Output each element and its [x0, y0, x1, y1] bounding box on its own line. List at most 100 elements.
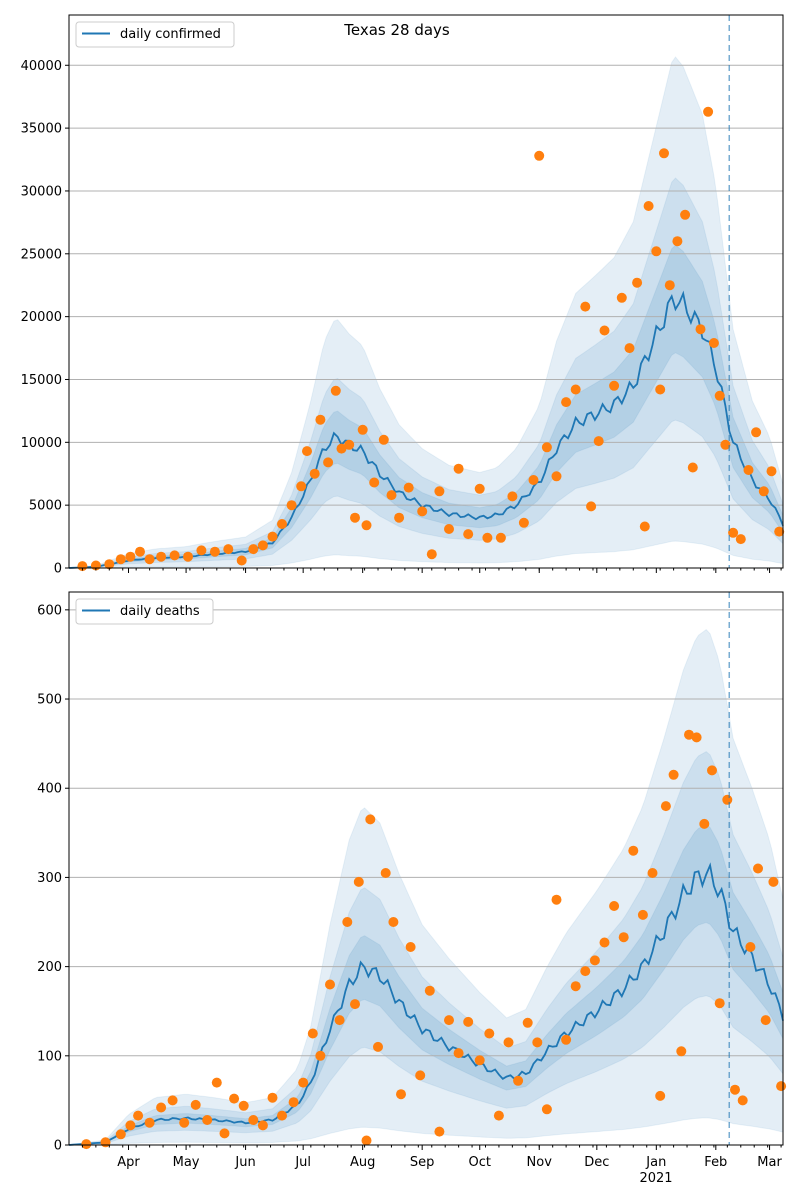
y-tick-label: 600 — [37, 603, 62, 618]
data-point — [144, 554, 155, 565]
data-point — [728, 527, 739, 538]
x-tick-label: Apr — [117, 1155, 140, 1170]
data-point — [651, 246, 662, 257]
data-point — [378, 434, 389, 445]
data-point — [373, 1041, 383, 1052]
data-point — [774, 526, 785, 537]
data-point — [444, 1015, 454, 1026]
legend-box — [75, 21, 235, 48]
data-point — [503, 1037, 514, 1048]
data-point — [302, 446, 312, 457]
data-point — [77, 561, 88, 572]
data-point — [586, 501, 597, 512]
data-point — [463, 529, 474, 540]
y-tick-label: 30000 — [21, 184, 62, 199]
y-tick-label: 25000 — [21, 247, 62, 262]
data-point — [720, 439, 731, 450]
data-point — [753, 863, 763, 874]
data-point — [699, 818, 710, 829]
data-point — [81, 1139, 92, 1150]
data-point — [609, 901, 620, 911]
x-tick-label: May — [173, 1155, 200, 1170]
data-point — [336, 443, 347, 454]
data-point — [599, 937, 610, 948]
panel-confirmed: 0 5000 10000 15000 20000 25000 30000 35000 40000… — [21, 14, 785, 577]
y-tick-label: 35000 — [21, 122, 62, 137]
data-point — [396, 1089, 406, 1100]
data-point — [236, 555, 247, 566]
data-point — [434, 1126, 445, 1137]
data-point — [434, 486, 445, 497]
data-point — [179, 1117, 190, 1128]
data-point — [474, 1055, 485, 1066]
legend-label: daily confirmed — [120, 27, 221, 42]
data-point — [288, 1097, 299, 1108]
data-point — [426, 549, 437, 560]
data-point — [267, 531, 278, 542]
x-year-label: 2021 — [639, 1171, 672, 1186]
data-point — [365, 814, 376, 825]
data-point — [618, 932, 629, 943]
data-point — [453, 1048, 464, 1059]
data-point — [350, 512, 360, 523]
data-point — [541, 1104, 552, 1115]
data-point — [703, 106, 714, 117]
data-point — [687, 462, 698, 473]
x-tick-label: Jan — [645, 1155, 666, 1170]
data-point — [350, 999, 360, 1010]
legend-label: daily deaths — [120, 604, 200, 619]
data-point — [735, 534, 746, 545]
data-point — [405, 942, 416, 952]
data-point — [482, 532, 493, 543]
data-point — [394, 512, 405, 523]
data-point — [125, 551, 136, 562]
axes-frame — [68, 591, 784, 1146]
data-point — [257, 1120, 268, 1131]
data-point — [342, 917, 353, 927]
data-point — [528, 475, 539, 485]
data-point — [315, 1050, 326, 1061]
data-point — [115, 554, 126, 565]
legend: daily confirmed — [75, 21, 235, 48]
data-point — [229, 1093, 240, 1104]
data-point — [632, 277, 643, 288]
chart-title: Texas 28 days — [343, 21, 450, 39]
data-point — [484, 1028, 495, 1039]
data-point — [730, 1084, 740, 1095]
data-point — [115, 1129, 126, 1140]
data-point — [522, 1017, 533, 1028]
x-tick-label: Sep — [410, 1155, 435, 1170]
data-point — [684, 729, 694, 740]
data-point — [267, 1092, 278, 1103]
data-point — [708, 338, 719, 348]
data-point — [776, 1081, 787, 1092]
data-point — [743, 465, 754, 475]
data-point — [357, 424, 368, 435]
data-point — [330, 385, 341, 396]
data-point — [714, 390, 725, 401]
data-point — [551, 894, 562, 905]
data-point — [707, 765, 717, 776]
data-point — [104, 559, 115, 570]
data-point — [209, 546, 220, 557]
x-tick-label: Oct — [468, 1155, 490, 1170]
legend-box — [75, 598, 214, 625]
x-tick-label: Feb — [704, 1155, 727, 1170]
y-tick-label: 5000 — [29, 499, 62, 514]
data-point — [647, 868, 658, 878]
panel-deaths: 0 100 200 300 400 500 600 Apr May Jun Jul Aug Sep Oct… — [37, 591, 787, 1186]
y-tick-label: 0 — [54, 562, 62, 577]
data-point — [680, 209, 691, 220]
data-point — [758, 486, 769, 497]
data-point — [424, 985, 435, 996]
data-point — [639, 521, 650, 532]
data-point — [144, 1117, 155, 1128]
data-point — [589, 955, 600, 966]
data-point — [156, 1102, 167, 1113]
data-point — [541, 442, 552, 453]
data-point — [507, 491, 518, 502]
x-tick-label: Jun — [234, 1155, 255, 1170]
data-point — [532, 1037, 543, 1048]
x-tick-label: Nov — [527, 1155, 553, 1170]
data-point — [643, 201, 654, 211]
